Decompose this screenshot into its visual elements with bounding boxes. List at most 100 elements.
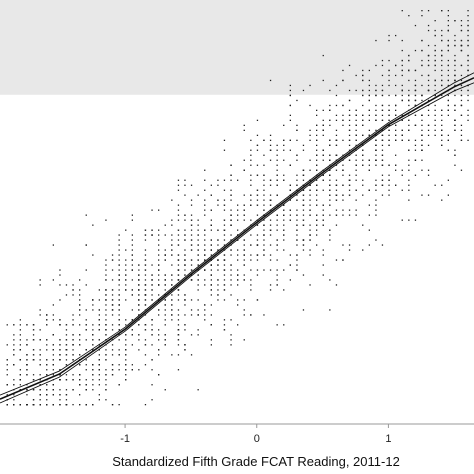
scatter-point — [276, 259, 278, 261]
scatter-point — [381, 174, 384, 176]
scatter-point — [447, 15, 449, 17]
scatter-point — [335, 194, 338, 196]
scatter-point — [32, 354, 35, 356]
scatter-point — [46, 324, 48, 326]
scatter-point — [144, 274, 147, 276]
scatter-point — [368, 79, 370, 82]
scatter-point — [421, 144, 423, 146]
scatter-point — [164, 309, 166, 311]
scatter-point — [296, 264, 298, 266]
scatter-point — [158, 264, 160, 266]
scatter-point — [144, 354, 147, 356]
scatter-point — [65, 394, 68, 396]
scatter-point — [401, 169, 403, 171]
scatter-point — [144, 249, 147, 251]
scatter-point — [256, 189, 259, 191]
scatter-point — [190, 309, 193, 311]
scatter-point — [46, 344, 48, 346]
scatter-point — [105, 309, 107, 311]
scatter-point — [427, 59, 430, 62]
scatter-point — [401, 219, 403, 221]
scatter-point — [52, 389, 54, 391]
scatter-point — [204, 169, 206, 171]
scatter-point — [256, 119, 259, 121]
scatter-point — [217, 199, 219, 201]
scatter-point — [250, 269, 252, 271]
scatter-point — [322, 264, 324, 266]
scatter-point — [250, 179, 252, 181]
scatter-point — [250, 139, 252, 141]
scatter-point — [414, 149, 417, 151]
scatter-point — [256, 144, 259, 146]
scatter-point — [184, 239, 186, 241]
scatter-point — [32, 359, 35, 361]
scatter-point — [190, 229, 193, 231]
scatter-point — [158, 329, 160, 331]
scatter-point — [59, 319, 61, 321]
scatter-point — [329, 154, 331, 156]
scatter-point — [79, 374, 81, 376]
scatter-point — [131, 239, 133, 241]
scatter-point — [105, 299, 107, 301]
scatter-point — [250, 199, 252, 201]
scatter-point — [269, 254, 272, 256]
scatter-point — [19, 319, 21, 321]
scatter-point — [421, 159, 423, 161]
scatter-point — [381, 109, 384, 111]
scatter-point — [131, 309, 133, 311]
scatter-point — [296, 129, 298, 131]
scatter-point — [355, 179, 357, 181]
scatter-point — [118, 239, 120, 241]
scatter-point — [177, 214, 180, 216]
scatter-point — [190, 244, 193, 246]
scatter-point — [131, 364, 133, 366]
scatter-point — [125, 319, 127, 321]
scatter-point — [335, 114, 338, 116]
scatter-point — [441, 139, 443, 141]
scatter-point — [151, 279, 153, 281]
scatter-point — [460, 124, 463, 126]
scatter-point — [447, 84, 449, 87]
scatter-point — [368, 159, 370, 161]
scatter-point — [243, 259, 245, 261]
scatter-point — [421, 10, 423, 12]
scatter-point — [111, 324, 114, 326]
scatter-point — [237, 284, 239, 286]
scatter-point — [375, 129, 377, 131]
scatter-point — [13, 324, 15, 326]
scatter-point — [243, 309, 245, 311]
scatter-point — [322, 159, 324, 161]
scatter-point — [19, 374, 21, 376]
scatter-point — [302, 169, 305, 171]
scatter-point — [434, 59, 436, 62]
scatter-point — [144, 364, 147, 366]
scatter-point — [427, 134, 430, 136]
scatter-point — [230, 294, 232, 296]
scatter-point — [250, 149, 252, 151]
scatter-point — [289, 199, 291, 201]
scatter-point — [408, 159, 410, 161]
scatter-point — [434, 104, 436, 107]
scatter-point — [59, 369, 61, 371]
scatter-point — [256, 299, 259, 301]
scatter-point — [342, 114, 344, 116]
scatter-point — [388, 69, 390, 72]
scatter-point — [381, 74, 384, 77]
scatter-point — [375, 94, 377, 97]
scatter-point — [447, 74, 449, 77]
scatter-point — [217, 294, 219, 296]
scatter-point — [283, 204, 285, 206]
scatter-point — [144, 284, 147, 286]
scatter-point — [329, 139, 331, 141]
scatter-point — [269, 269, 272, 271]
scatter-point — [467, 54, 469, 57]
scatter-point — [454, 129, 456, 131]
scatter-point — [184, 299, 186, 301]
scatter-point — [276, 149, 278, 151]
scatter-point — [375, 159, 377, 161]
scatter-point — [243, 274, 245, 276]
scatter-point — [441, 129, 443, 131]
scatter-point — [375, 154, 377, 156]
scatter-point — [283, 149, 285, 151]
scatter-point — [39, 379, 41, 381]
